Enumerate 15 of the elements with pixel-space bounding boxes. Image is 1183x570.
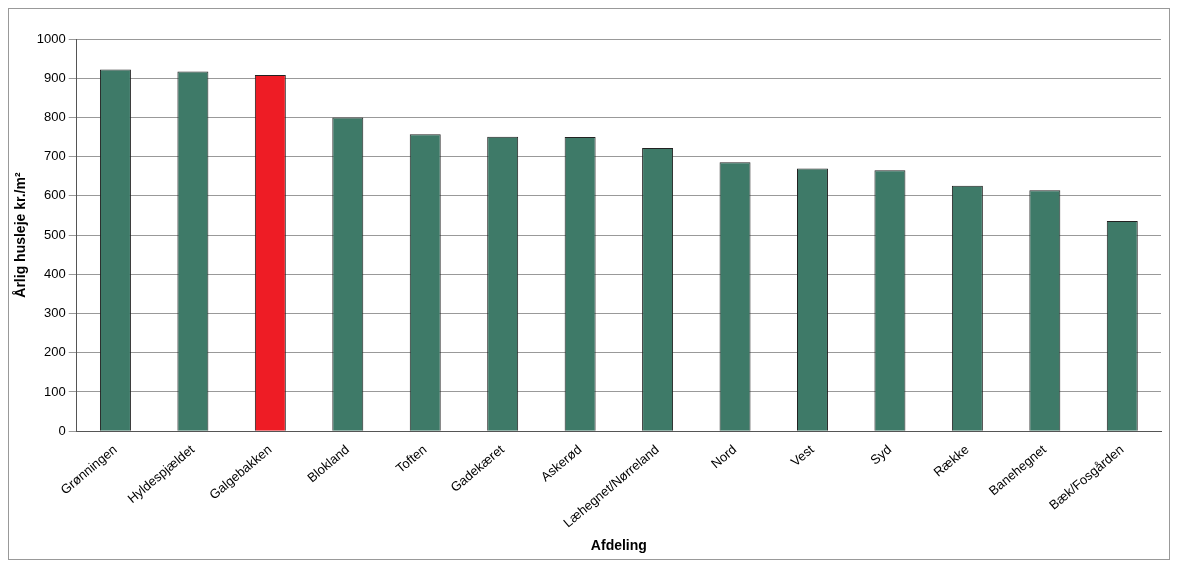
y-axis-title: Årlig husleje kr./m² <box>12 172 29 298</box>
y-tick-label: 500 <box>44 226 66 242</box>
y-tick-label: 800 <box>44 109 66 125</box>
x-axis-title: Afdeling <box>590 537 647 554</box>
y-tick-label: 300 <box>44 305 66 321</box>
y-tick-label: 600 <box>44 187 66 203</box>
y-tick-label: 1000 <box>36 30 66 46</box>
y-tick-label: 200 <box>44 344 66 360</box>
x-tick-label: Syd <box>867 441 895 468</box>
y-tick-label: 100 <box>44 383 66 399</box>
y-tick-label: 700 <box>44 148 66 164</box>
y-tick-label: 0 <box>58 422 66 438</box>
y-tick-label: 400 <box>44 265 66 281</box>
y-tick-label: 900 <box>44 69 66 85</box>
x-tick-label: Vest <box>787 441 818 470</box>
